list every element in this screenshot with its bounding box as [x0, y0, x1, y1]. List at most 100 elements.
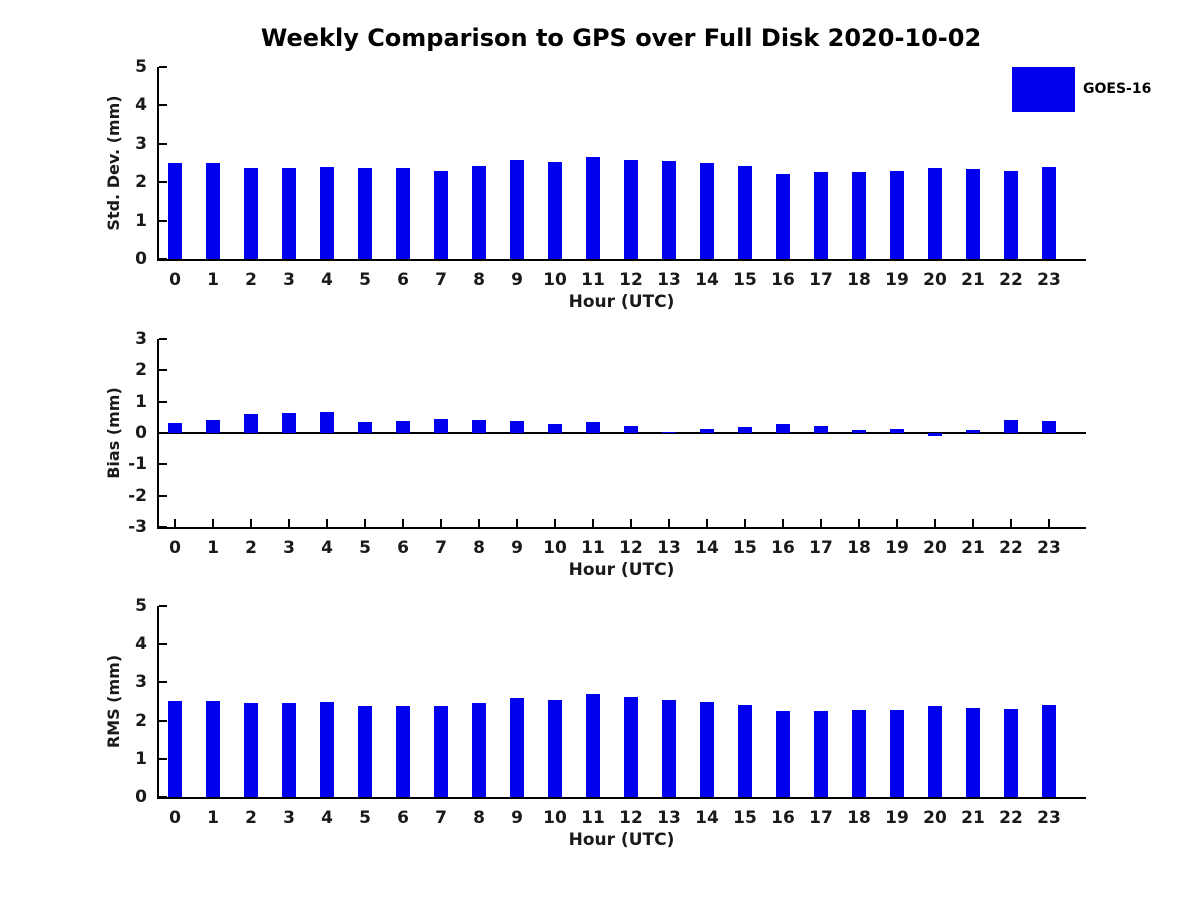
zero-line: [157, 432, 1086, 434]
x-tick-label: 7: [435, 270, 447, 290]
y-tick-label: 2: [135, 360, 147, 381]
x-tick-mark: [250, 519, 252, 527]
bar: [662, 699, 676, 797]
bar: [700, 428, 714, 433]
y-tick-label: 3: [135, 672, 147, 693]
x-tick-label: 1: [207, 538, 219, 558]
bar: [776, 424, 790, 433]
bar: [738, 427, 752, 433]
x-axis-title: Hour (UTC): [568, 830, 675, 850]
x-tick-label: 8: [473, 538, 485, 558]
bar: [852, 172, 866, 259]
x-tick-mark: [516, 519, 518, 527]
y-tick-label: 1: [135, 391, 147, 412]
x-tick-label: 20: [923, 270, 947, 290]
bar: [1004, 709, 1018, 797]
x-tick-label: 14: [695, 808, 719, 828]
bar: [1042, 166, 1056, 259]
bar: [928, 433, 942, 437]
x-tick-mark: [478, 519, 480, 527]
x-tick-label: 12: [619, 270, 643, 290]
y-tick-mark: [159, 796, 167, 798]
bar: [168, 700, 182, 797]
x-tick-label: 6: [397, 270, 409, 290]
x-tick-mark: [744, 519, 746, 527]
y-tick-mark: [159, 142, 167, 145]
x-axis-title: Hour (UTC): [568, 292, 675, 312]
x-tick-label: 23: [1037, 538, 1061, 558]
x-tick-label: 12: [619, 538, 643, 558]
x-tick-label: 17: [809, 538, 833, 558]
y-tick-label: 5: [135, 57, 147, 77]
bar: [1042, 704, 1056, 797]
x-tick-label: 1: [207, 808, 219, 828]
bar: [510, 160, 524, 259]
bar: [700, 701, 714, 797]
x-tick-label: 4: [321, 538, 333, 558]
x-tick-mark: [706, 519, 708, 527]
bar: [928, 168, 942, 259]
bar: [282, 703, 296, 797]
panel-bias: -3 -2 -1 0 1 2 3 0 1 2 3 4 5 6 7 8 9 10 11 12 13 14 15 16 17 18 19…: [104, 329, 1086, 580]
y-axis-title: RMS (mm): [104, 654, 123, 749]
x-tick-label: 18: [847, 270, 871, 290]
y-tick-label: 4: [135, 95, 147, 116]
x-tick-label: 16: [771, 538, 795, 558]
x-tick-label: 0: [169, 538, 181, 558]
legend-swatch: [1012, 67, 1075, 112]
x-tick-mark: [326, 519, 328, 527]
x-tick-label: 16: [771, 270, 795, 290]
bar: [510, 698, 524, 797]
x-tick-label: 8: [473, 808, 485, 828]
bar: [624, 159, 638, 259]
y-axis-title: Bias (mm): [104, 387, 123, 479]
bar: [434, 170, 448, 259]
y-tick-mark: [159, 104, 167, 107]
y-tick-mark: [159, 219, 167, 222]
chart-title: Weekly Comparison to GPS over Full Disk …: [260, 24, 982, 52]
bar: [852, 709, 866, 797]
x-tick-label: 16: [771, 808, 795, 828]
bar: [814, 171, 828, 259]
bar: [244, 414, 258, 433]
bar: [1004, 420, 1018, 433]
bar: [814, 426, 828, 433]
y-tick-label: -2: [128, 485, 147, 506]
x-tick-label: 19: [885, 808, 909, 828]
x-tick-label: 18: [847, 538, 871, 558]
x-tick-mark: [820, 519, 822, 527]
x-tick-label: 11: [581, 270, 605, 290]
y-tick-mark: [159, 757, 167, 760]
bar: [206, 700, 220, 797]
x-axis-line: [157, 259, 1086, 261]
panel-rms: 0 1 2 3 4 5 0 1 2 3 4 5 6 7 8 9 10 11 12 13 14 15 16 17 18 19 20 21…: [104, 596, 1086, 850]
bar: [320, 701, 334, 797]
bar: [320, 166, 334, 259]
y-tick-label: 5: [135, 596, 147, 616]
x-tick-mark: [402, 519, 404, 527]
x-tick-mark: [212, 519, 214, 527]
x-tick-label: 18: [847, 808, 871, 828]
y-tick-label: 4: [135, 634, 147, 655]
y-tick-label: -3: [128, 517, 147, 537]
bar: [928, 705, 942, 797]
x-tick-label: 17: [809, 270, 833, 290]
bar: [1004, 170, 1018, 259]
x-tick-mark: [1010, 519, 1012, 527]
bar: [472, 165, 486, 259]
x-tick-mark: [1048, 519, 1050, 527]
x-tick-label: 13: [657, 270, 681, 290]
panel-std-dev: 0 1 2 3 4 5 0 1 2 3 4 5 6 7 8 9 10 11 12 13 14 15 16 17 18 19 20 21…: [104, 57, 1086, 312]
x-axis-line: [157, 797, 1086, 799]
bar: [662, 161, 676, 259]
x-tick-mark: [592, 519, 594, 527]
y-tick-mark: [159, 258, 167, 260]
y-axis-line: [157, 67, 159, 259]
bar: [890, 710, 904, 797]
x-tick-label: 6: [397, 538, 409, 558]
x-tick-mark: [440, 519, 442, 527]
x-tick-label: 0: [169, 270, 181, 290]
bar: [358, 705, 372, 797]
x-tick-label: 21: [961, 270, 985, 290]
bar: [548, 161, 562, 259]
